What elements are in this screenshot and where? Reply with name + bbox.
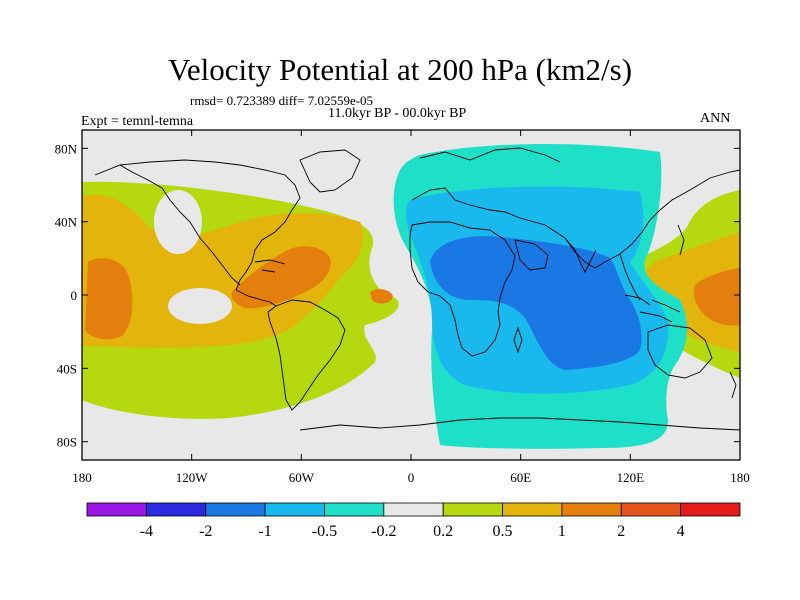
colorbar-swatch [561, 502, 622, 517]
y-tick-label: 40S [57, 361, 77, 376]
colorbar-swatch [502, 502, 563, 517]
y-axis: 80N 40N 0 40S 80S [55, 141, 740, 450]
coastline-japan [677, 224, 685, 256]
coastline-central-america [235, 289, 277, 307]
coastline-europe [411, 147, 561, 219]
y-tick-label: 0 [71, 288, 78, 303]
colorbar-swatch [145, 502, 207, 517]
coastline-new-zealand [729, 371, 737, 399]
y-tick-label: 80N [55, 141, 78, 156]
field-neg-1 [430, 236, 642, 370]
colorbar-level-label: -2 [199, 523, 212, 540]
colorbar-level-label: -0.5 [312, 523, 337, 540]
y-tick-label: 80S [57, 435, 77, 450]
y-tick-label: 40N [55, 215, 78, 230]
time-period: 11.0kyr BP - 00.0kyr BP [328, 106, 467, 121]
x-tick-label: 120W [176, 470, 209, 485]
field-neutral-tpac [168, 288, 232, 324]
rmsd-diff-stats: rmsd= 0.723389 diff= 7.02559e-05 [190, 93, 374, 108]
coastlines [94, 147, 740, 431]
coastline-south-america [267, 299, 346, 411]
field-pos-0.5 [82, 194, 364, 348]
coastline-north-america [94, 159, 301, 291]
field-pos-1-caribbean [231, 246, 331, 309]
coastline-greenland [299, 149, 361, 193]
colorbar-swatch [86, 502, 147, 517]
coastline-asia [519, 169, 740, 269]
colorbar-level-label: 1 [558, 523, 566, 540]
colorbar-level-label: 4 [677, 523, 685, 540]
x-tick-label: 60W [289, 470, 315, 485]
field-pos-1-central [85, 258, 133, 340]
coastline-alaska-pacific [119, 164, 241, 286]
colorbar-level-label: -1 [258, 523, 271, 540]
colorbar: -4 -2 -1 -0.5 -0.2 0.2 0.5 1 2 4 [86, 502, 741, 540]
x-tick-label: 180 [72, 470, 92, 485]
coastline-madagascar [513, 326, 523, 354]
colorbar-level-label: -4 [140, 523, 153, 540]
colorbar-swatch [442, 502, 503, 517]
contour-fields [82, 144, 740, 449]
colorbar-swatch [205, 502, 266, 517]
x-tick-label: 180 [730, 470, 750, 485]
coastline-australia [647, 324, 713, 379]
colorbar-level-label: 0.5 [493, 523, 513, 540]
coastline-antarctica [299, 417, 740, 431]
colorbar-swatch [264, 502, 325, 517]
coastline-india [564, 237, 597, 274]
coastline-caribbean [254, 259, 286, 273]
field-pos-1-atlantic [370, 289, 393, 304]
colorbar-swatch [680, 502, 741, 517]
coastline-maritime [624, 294, 681, 323]
x-tick-label: 120E [617, 470, 645, 485]
season-label: ANN [700, 111, 731, 126]
field-pos-1-wpac [693, 268, 740, 326]
coastline-se-asia [619, 253, 641, 301]
x-axis: 180 120W 60W 0 60E 120E 180 [72, 130, 750, 485]
colorbar-level-label: 2 [617, 523, 625, 540]
field-neutral-npac [154, 190, 202, 254]
chart-title: Velocity Potential at 200 hPa (km2/s) [167, 52, 633, 87]
colorbar-swatch [324, 502, 385, 517]
x-tick-label: 60E [510, 470, 531, 485]
experiment-label: Expt = temnl-temna [81, 114, 194, 129]
coastline-africa [409, 221, 516, 357]
colorbar-level-label: -0.2 [371, 523, 396, 540]
coastline-arabia [514, 239, 549, 271]
x-tick-label: 0 [408, 470, 415, 485]
colorbar-level-label: 0.2 [433, 523, 453, 540]
colorbar-swatch [620, 502, 682, 517]
colorbar-swatch [383, 502, 444, 517]
